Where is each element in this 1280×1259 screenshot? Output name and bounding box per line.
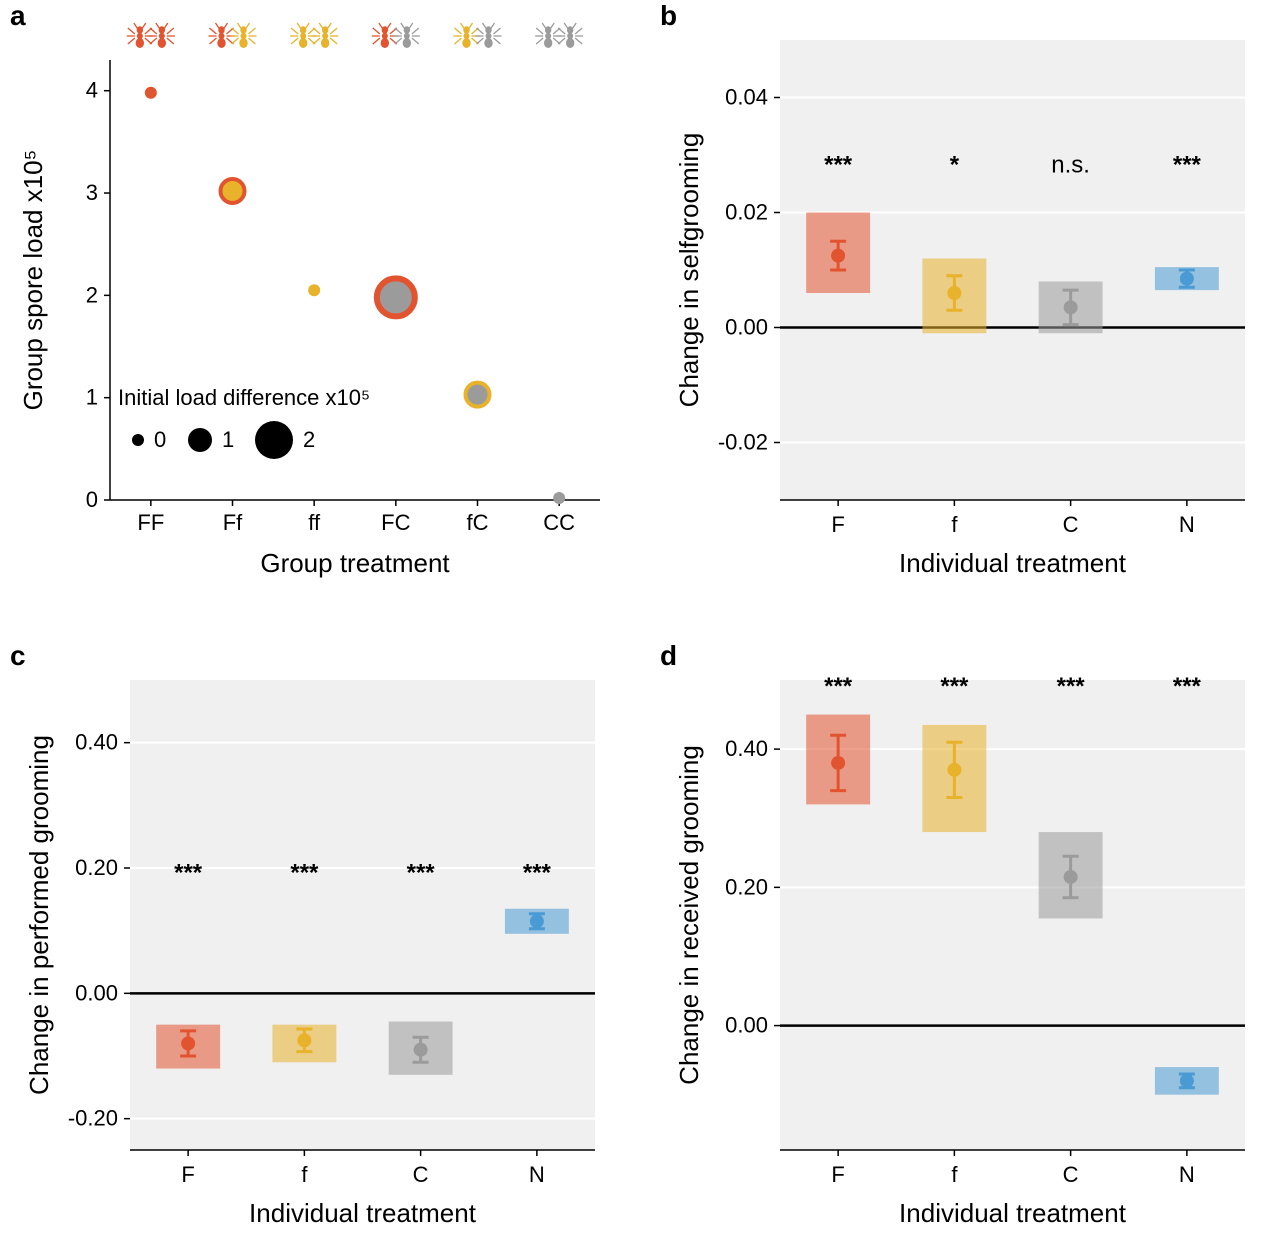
panel-a: 0 1 2 3 4 FF Ff ff FC fC CC Group treatment Group sp…: [20, 10, 610, 590]
svg-text:F: F: [831, 512, 844, 537]
svg-text:f: f: [301, 1162, 308, 1187]
svg-text:CC: CC: [543, 510, 575, 535]
svg-text:Change in selfgrooming: Change in selfgrooming: [674, 133, 704, 408]
svg-text:4: 4: [86, 78, 98, 103]
svg-text:0.00: 0.00: [725, 1013, 768, 1038]
svg-text:0.02: 0.02: [725, 200, 768, 225]
svg-text:FC: FC: [381, 510, 410, 535]
svg-text:Individual treatment: Individual treatment: [899, 1198, 1127, 1228]
svg-text:-0.20: -0.20: [68, 1106, 118, 1131]
svg-text:***: ***: [1173, 151, 1202, 178]
svg-text:1: 1: [222, 427, 234, 452]
svg-text:f: f: [951, 1162, 958, 1187]
svg-text:***: ***: [824, 151, 853, 178]
svg-text:0.00: 0.00: [725, 315, 768, 340]
svg-text:ff: ff: [308, 510, 321, 535]
svg-text:N: N: [529, 1162, 545, 1187]
svg-text:***: ***: [824, 673, 853, 700]
panel-d: 0.00 0.20 0.40 Ff C N *** *** *** *** Individual t…: [670, 650, 1260, 1240]
svg-text:***: ***: [407, 860, 436, 887]
svg-text:3: 3: [86, 180, 98, 205]
svg-text:-0.02: -0.02: [718, 430, 768, 455]
svg-text:0.40: 0.40: [725, 736, 768, 761]
svg-text:0: 0: [154, 427, 166, 452]
panel-b: -0.020.000.020.04FfCN****n.s.***Individu…: [670, 10, 1260, 590]
svg-text:0.40: 0.40: [75, 730, 118, 755]
svg-text:0.04: 0.04: [725, 85, 768, 110]
svg-text:2: 2: [86, 282, 98, 307]
svg-text:Change in received grooming: Change in received grooming: [674, 745, 704, 1085]
svg-text:N: N: [1179, 1162, 1195, 1187]
svg-text:f: f: [951, 512, 958, 537]
svg-text:***: ***: [940, 673, 969, 700]
svg-text:C: C: [1063, 512, 1079, 537]
svg-text:***: ***: [290, 860, 319, 887]
svg-text:F: F: [181, 1162, 194, 1187]
svg-text:***: ***: [1057, 673, 1086, 700]
svg-text:FF: FF: [137, 510, 164, 535]
svg-text:C: C: [413, 1162, 429, 1187]
panel-c: -0.20 0.00 0.20 0.40 Ff C N *** *** *** *** Individ…: [20, 650, 610, 1240]
svg-text:fC: fC: [467, 510, 489, 535]
svg-text:0.00: 0.00: [75, 980, 118, 1005]
svg-text:0.20: 0.20: [725, 874, 768, 899]
svg-text:Change in performed grooming: Change in performed grooming: [24, 735, 54, 1095]
svg-text:0: 0: [86, 487, 98, 512]
figure: a b c d 01234FFFfffFCfCCCGroup treatment…: [0, 0, 1280, 1259]
svg-text:2: 2: [303, 427, 315, 452]
svg-text:0.20: 0.20: [75, 855, 118, 880]
svg-text:Individual treatment: Individual treatment: [899, 548, 1127, 578]
svg-text:1: 1: [86, 385, 98, 410]
svg-text:***: ***: [1173, 673, 1202, 700]
svg-text:Individual treatment: Individual treatment: [249, 1198, 477, 1228]
svg-text:*: *: [950, 151, 960, 178]
svg-text:n.s.: n.s.: [1051, 151, 1090, 178]
svg-text:Group spore load x10⁵: Group spore load x10⁵: [20, 150, 48, 411]
svg-text:***: ***: [523, 860, 552, 887]
svg-text:N: N: [1179, 512, 1195, 537]
svg-text:C: C: [1063, 1162, 1079, 1187]
svg-text:F: F: [831, 1162, 844, 1187]
svg-text:***: ***: [174, 860, 203, 887]
svg-text:Ff: Ff: [223, 510, 243, 535]
svg-text:Initial load difference x10⁵: Initial load difference x10⁵: [118, 385, 370, 410]
svg-text:Group treatment: Group treatment: [260, 548, 450, 578]
